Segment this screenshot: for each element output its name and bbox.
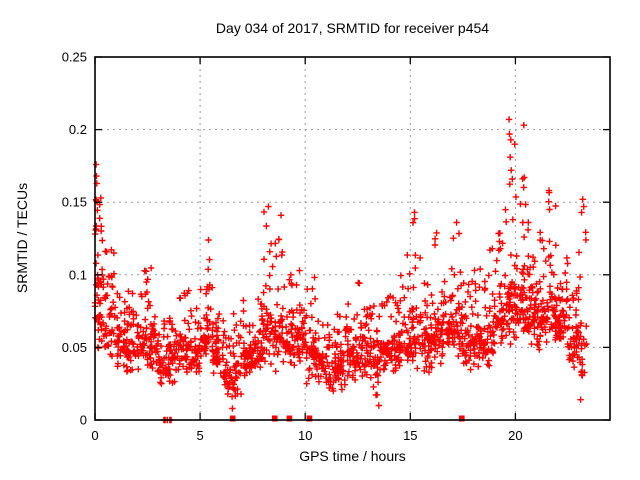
svg-text:20: 20 (508, 428, 522, 443)
svg-text:0: 0 (91, 428, 98, 443)
plot-frame (94, 56, 611, 421)
svg-text:15: 15 (403, 428, 417, 443)
svg-text:5: 5 (196, 428, 203, 443)
data-points (91, 116, 590, 424)
chart-title: Day 034 of 2017, SRMTID for receiver p45… (215, 20, 490, 36)
svg-text:0.2: 0.2 (69, 122, 87, 137)
svg-text:0.25: 0.25 (62, 50, 87, 65)
svg-text:0.15: 0.15 (62, 195, 87, 210)
svg-text:10: 10 (298, 428, 312, 443)
svg-text:0.1: 0.1 (69, 267, 87, 282)
x-axis-label: GPS time / hours (299, 448, 406, 464)
axis-tick-labels: 0 5 10 15 20 0 0.05 0.1 0.15 0.2 0.25 (62, 50, 523, 444)
axis-ticks (94, 56, 610, 421)
svg-text:0: 0 (80, 413, 87, 428)
svg-text:0.05: 0.05 (62, 340, 87, 355)
